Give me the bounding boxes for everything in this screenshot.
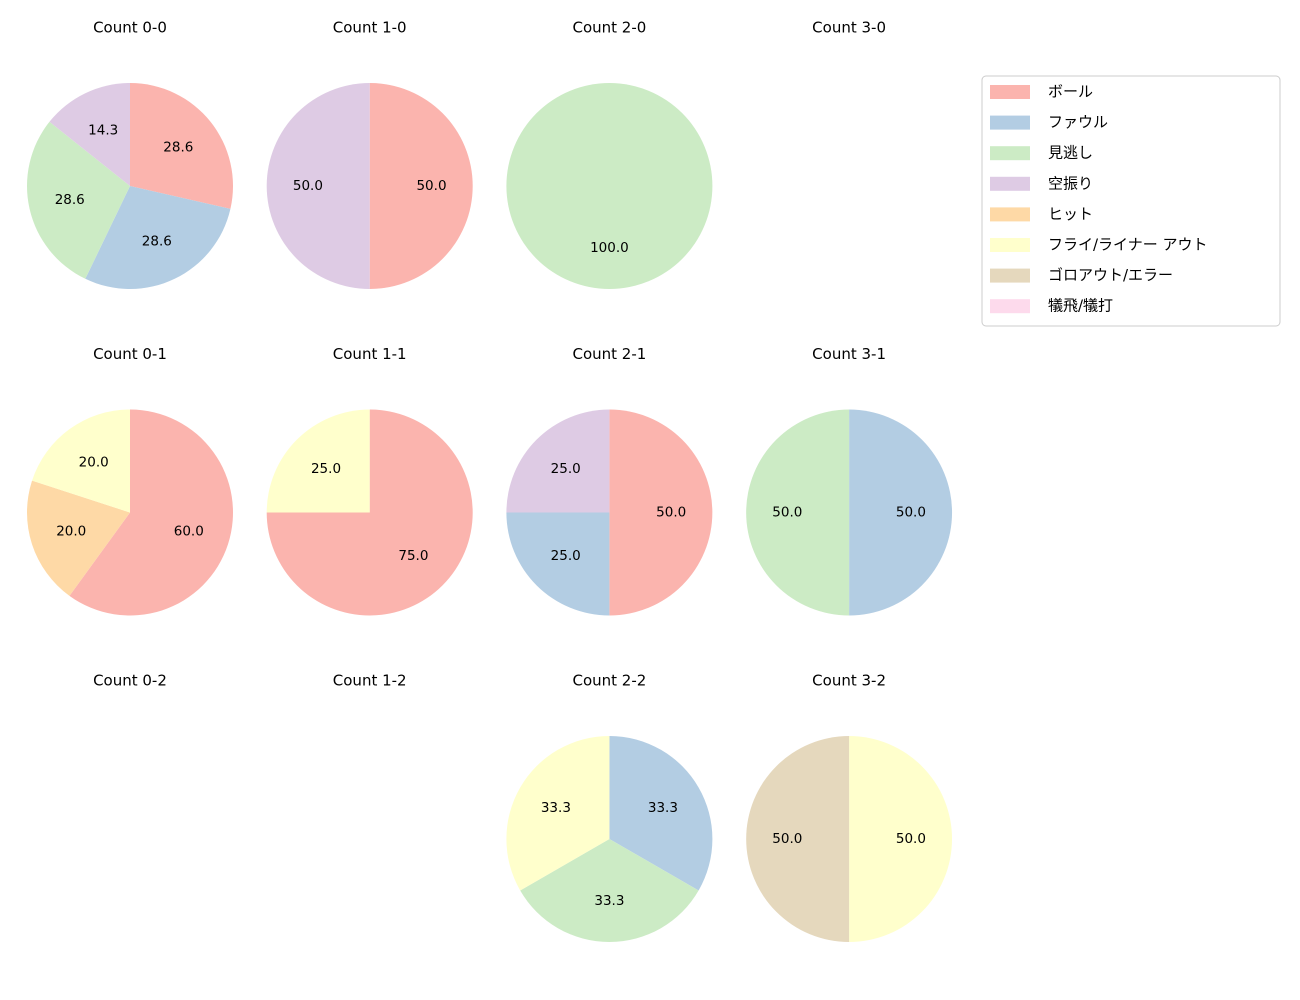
pie-slice — [266, 83, 370, 289]
pie-slice — [506, 409, 610, 513]
pie-slice — [85, 186, 231, 289]
chart-title: Count 0-1 — [93, 345, 167, 363]
value-label: 50.0 — [772, 505, 802, 521]
value-label: 25.0 — [311, 461, 341, 477]
legend-swatch — [990, 115, 1030, 130]
legend-label: ファウル — [1048, 113, 1108, 131]
legend-swatch — [990, 85, 1030, 99]
pie-slice — [369, 83, 473, 289]
legend-swatch — [990, 146, 1030, 161]
pie-slice — [609, 409, 713, 616]
legend-label: 空振り — [1048, 174, 1093, 192]
chart-title: Count 3-0 — [812, 19, 886, 37]
value-label: 28.6 — [55, 192, 85, 208]
value-label: 50.0 — [896, 831, 926, 847]
pie-slice — [506, 512, 610, 616]
legend-label: 犠飛/犠打 — [1048, 297, 1113, 315]
value-label: 50.0 — [656, 505, 686, 521]
pie-slice — [520, 839, 699, 942]
chart-title: Count 0-2 — [93, 672, 167, 690]
chart-title: Count 2-0 — [572, 19, 646, 37]
value-label: 28.6 — [163, 139, 193, 155]
pie-slice — [609, 736, 713, 891]
value-label: 100.0 — [590, 240, 629, 256]
legend-label: ボール — [1048, 83, 1093, 101]
value-label: 25.0 — [551, 461, 581, 477]
value-label: 50.0 — [896, 505, 926, 521]
chart-title: Count 1-1 — [333, 345, 407, 363]
value-label: 33.3 — [594, 893, 624, 909]
pie-slice — [506, 736, 610, 891]
chart-title: Count 2-2 — [572, 672, 646, 690]
legend-swatch — [990, 176, 1030, 191]
chart-title: Count 0-0 — [93, 19, 167, 37]
legend-label: 見逃し — [1048, 144, 1093, 162]
chart-title: Count 1-0 — [333, 19, 407, 37]
pie-slice — [849, 409, 953, 616]
pie-slice — [69, 409, 233, 616]
value-label: 25.0 — [551, 548, 581, 564]
value-label: 33.3 — [541, 800, 571, 816]
value-label: 20.0 — [79, 455, 109, 471]
value-label: 75.0 — [398, 548, 428, 564]
value-label: 50.0 — [416, 178, 446, 194]
chart-title: Count 3-2 — [812, 672, 886, 690]
pie-slice — [746, 409, 850, 616]
value-label: 28.6 — [142, 234, 172, 250]
legend-label: フライ/ライナー アウト — [1048, 236, 1208, 254]
pie-slice — [26, 121, 130, 279]
pie-slice — [26, 480, 131, 596]
chart-title: Count 3-1 — [812, 345, 886, 363]
chart-title: Count 1-2 — [333, 672, 407, 690]
value-label: 14.3 — [88, 122, 118, 138]
pie-slice — [506, 83, 713, 289]
value-label: 60.0 — [174, 524, 204, 540]
pie-slice — [849, 736, 953, 942]
legend-box — [981, 75, 1281, 327]
pie-slice — [49, 83, 130, 186]
value-label: 50.0 — [293, 178, 323, 194]
chart-title: Count 2-1 — [572, 345, 646, 363]
legend-label: ゴロアウト/エラー — [1048, 266, 1173, 284]
pie-slice — [266, 409, 370, 513]
value-label: 20.0 — [56, 524, 86, 540]
pie-slice — [130, 83, 234, 209]
legend-label: ヒット — [1048, 205, 1093, 223]
pie-slice — [32, 409, 130, 513]
legend-swatch — [990, 268, 1030, 283]
legend-swatch — [990, 238, 1030, 252]
value-label: 50.0 — [772, 831, 802, 847]
legend-swatch — [990, 207, 1030, 222]
value-label: 33.3 — [648, 800, 678, 816]
pie-slice — [746, 736, 850, 942]
legend-swatch — [990, 299, 1030, 314]
